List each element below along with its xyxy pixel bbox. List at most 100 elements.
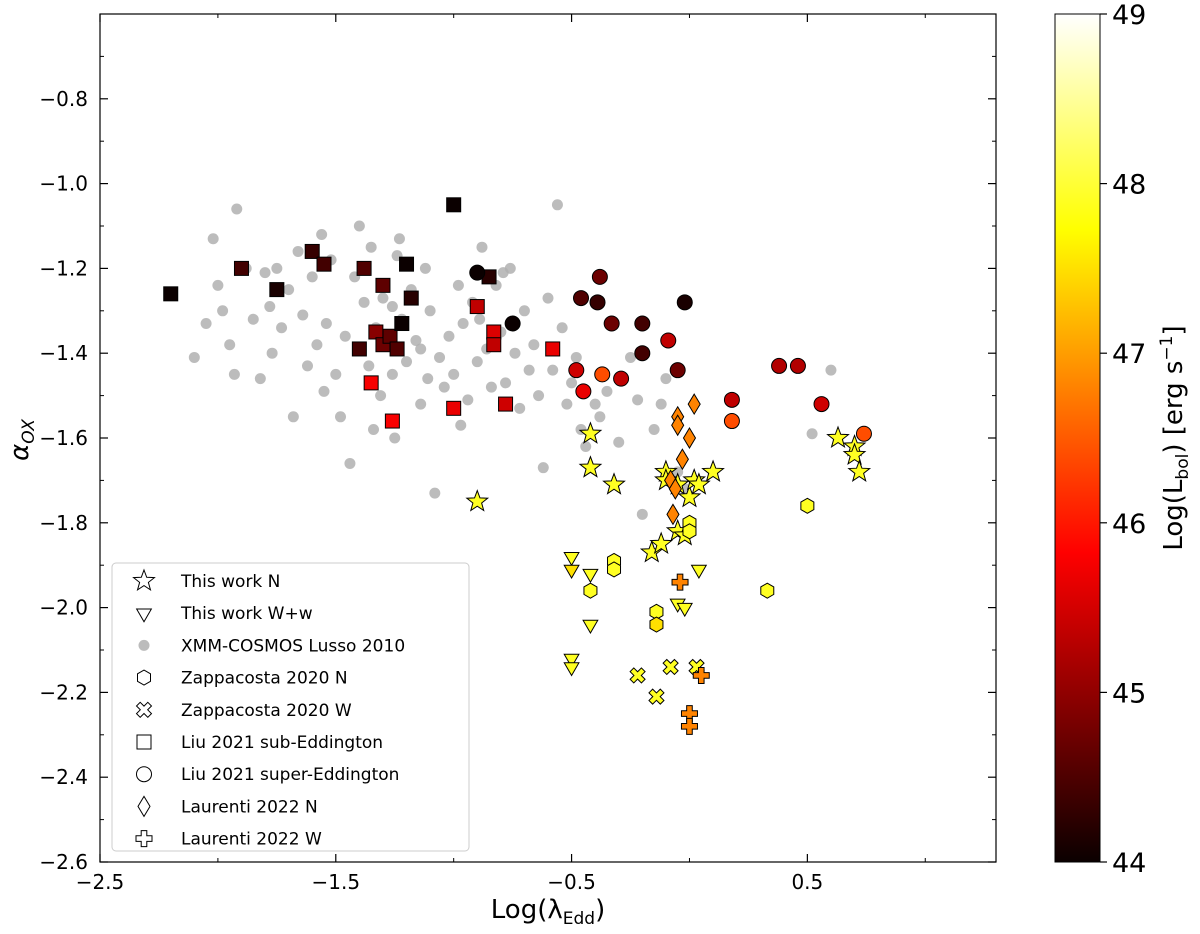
x-tick-label: −0.5 [547,870,596,894]
data-point [287,411,299,423]
legend-label: Zappacosta 2020 N [181,669,348,689]
data-point [563,653,580,668]
data-point [318,385,330,397]
data-point [462,394,474,406]
data-point [601,385,613,397]
x-tick-label: −1.5 [312,870,361,894]
legend-label: This work N [180,572,280,592]
data-point [723,413,740,430]
data-point [528,339,540,351]
data-point [613,370,630,387]
data-point [629,667,646,684]
data-point [760,582,775,599]
data-point [680,717,698,735]
data-point [469,264,486,281]
legend-marker [135,701,153,719]
colorbar-tick-label: 49 [1112,0,1146,31]
data-point [634,315,651,332]
colorbar [1054,13,1101,863]
y-tick-label: −1.8 [39,511,88,535]
data-point [419,262,431,274]
data-point [415,343,427,355]
data-point [648,688,665,705]
data-point [662,658,679,676]
data-point [771,357,788,374]
data-point [542,292,554,304]
data-point [575,383,592,400]
colorbar-tick-label: 47 [1112,339,1146,370]
data-point [233,260,249,276]
data-point [316,228,328,240]
legend-label: Laurenti 2022 N [181,797,318,817]
data-point [497,267,509,279]
data-point [498,396,514,412]
data-point [231,203,243,215]
data-point [570,351,582,363]
data-point [474,313,486,325]
data-point [301,360,313,372]
data-point [813,396,830,413]
y-tick-label: −2.0 [39,596,88,620]
y-tick-label: −2.6 [39,850,88,874]
data-point [660,332,677,349]
data-point [247,313,259,325]
y-tick-label: −1.6 [39,426,88,450]
y-tick-label: −1.2 [39,256,88,280]
data-point [384,413,400,429]
data-point [455,419,467,431]
data-point [422,373,434,385]
data-point [207,233,219,245]
data-point [486,337,502,353]
data-point [330,368,342,380]
data-point [224,339,236,351]
colorbar-title: Log(Lbol) [erg s−1] [1157,325,1193,550]
data-point [476,241,488,253]
data-point [365,241,377,253]
data-point [259,267,271,279]
data-point [677,484,702,508]
data-point [504,315,521,332]
data-point [446,197,462,213]
data-point [583,582,598,599]
data-point [509,347,521,359]
data-point [344,457,356,469]
data-point [368,424,380,436]
x-axis-title: Log(λEdd) [491,895,605,929]
data-point [580,440,592,452]
data-point [500,377,512,389]
data-point [410,334,422,346]
data-point [636,508,648,520]
data-point [434,351,446,363]
data-point [666,503,680,526]
x-tick-label: 0.5 [791,870,823,894]
data-point [485,381,497,393]
data-point [399,256,415,272]
data-point [561,398,573,410]
data-point [547,364,559,376]
data-point [855,425,872,442]
colorbar-ticks: 44 45 46 47 48 49 [1100,0,1146,879]
data-point [723,391,740,408]
data-point [826,425,850,449]
data-point [660,373,672,385]
legend: This work N This work W+w XMM-COSMOS Lusso… [111,562,470,852]
data-point [568,362,585,379]
y-tick-label: −2.2 [39,680,88,704]
data-point [403,290,419,306]
data-point [163,286,179,302]
data-point [563,564,580,579]
data-point [353,220,365,232]
data-point [269,282,285,298]
data-point [306,271,318,283]
data-point [842,442,867,466]
y-axis-title: αOX [5,419,39,461]
data-point [594,411,606,423]
data-point [687,393,701,416]
y-tick-label: −1.4 [39,341,88,365]
legend-marker [138,639,150,651]
data-point [415,398,427,410]
data-point [363,360,375,372]
data-point [671,414,685,437]
data-point [424,305,436,317]
